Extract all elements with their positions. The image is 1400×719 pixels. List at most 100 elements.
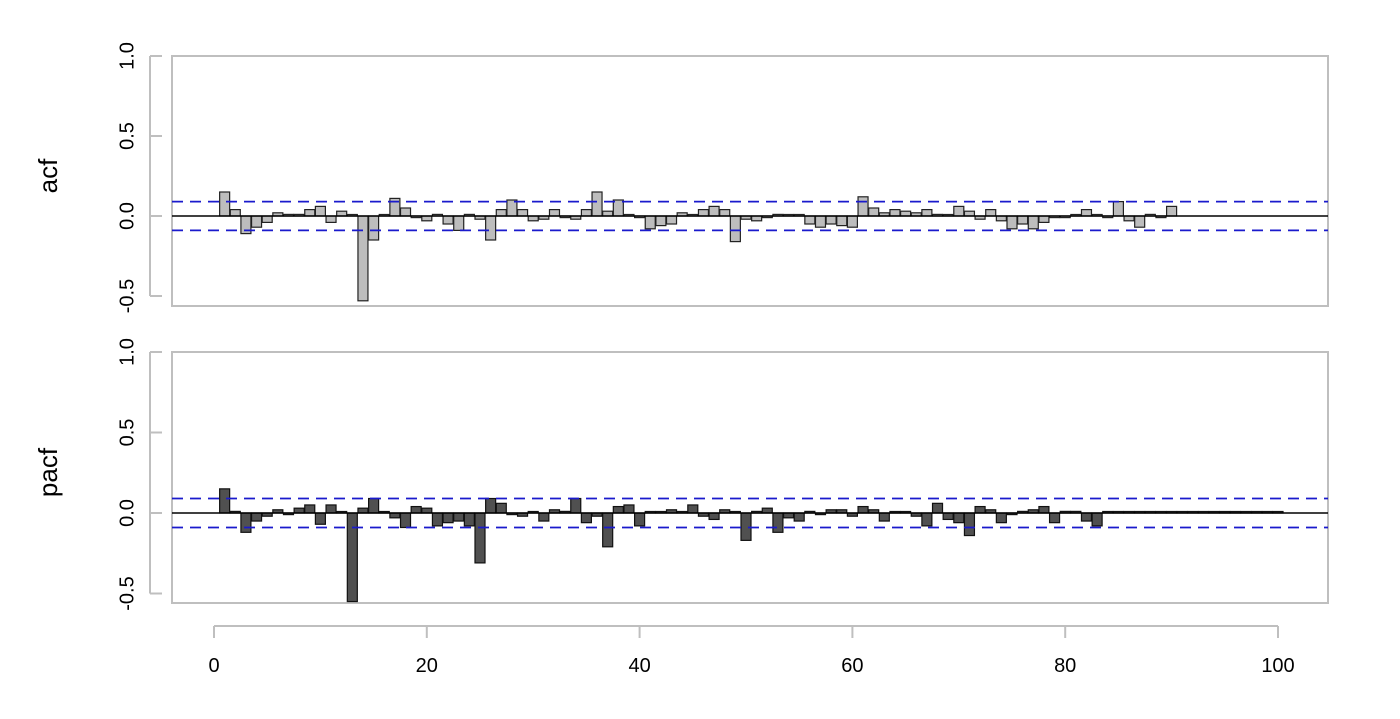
pacf-bar (570, 497, 582, 514)
pacf-bar (931, 502, 944, 514)
acf-bar (836, 215, 848, 227)
acf-bar (655, 215, 667, 227)
y-tick-label: 1.0 (116, 42, 138, 70)
acf-bar (442, 215, 454, 225)
y-tick-label: -0.5 (116, 279, 138, 313)
y-axis-title: acf (33, 158, 63, 193)
acf-bar (985, 209, 997, 217)
x-tick-label: 60 (841, 655, 863, 677)
acf-bar (399, 207, 412, 217)
pacf-bar (474, 512, 486, 564)
acf-bar (1038, 215, 1050, 224)
y-axis-title: pacf (33, 447, 63, 497)
pacf-bar (399, 512, 412, 529)
acf-bar (548, 209, 561, 217)
acf-bar (250, 215, 263, 228)
acf-bar (857, 196, 869, 217)
acf-bar (729, 215, 741, 243)
acf-bar (580, 209, 593, 217)
acf-bar (665, 215, 678, 225)
acf-bar (261, 215, 273, 224)
acf-bar (314, 205, 326, 217)
pacf-bar (495, 502, 507, 514)
pacf-bar (368, 497, 380, 514)
pacf-bar (921, 512, 933, 527)
y-tick-label: -0.5 (116, 576, 138, 610)
pacf-bar (304, 504, 316, 514)
acf-bar (719, 209, 731, 217)
pacf-bar (346, 512, 358, 603)
acf-bar (591, 191, 603, 217)
pacf-panel: -0.5 0.0 0.5 1.0 pacf (33, 338, 1329, 611)
acf-bar (1080, 209, 1093, 217)
acf-bar (357, 215, 369, 302)
acf-bar (516, 209, 529, 217)
pacf-bar (314, 512, 326, 525)
pacf-bar (485, 497, 497, 514)
pacf-bar (708, 512, 720, 521)
acf-bar (644, 215, 656, 230)
acf-bar (1017, 215, 1029, 225)
acf-bar (1006, 215, 1018, 230)
x-tick-label: 40 (628, 655, 650, 677)
pacf-bar (325, 504, 337, 514)
pacf-bar (580, 512, 593, 524)
pacf-bar (878, 512, 890, 522)
pacf-bar (772, 512, 784, 533)
pacf-bar (953, 512, 965, 524)
pacf-bar (995, 512, 1007, 524)
pacf-bar (687, 504, 699, 514)
pacf-bar (453, 512, 465, 522)
x-axis: 0 20 40 60 80 100 (208, 625, 1295, 677)
acf-bar (825, 215, 837, 225)
x-tick-label: 20 (416, 655, 438, 677)
acf-bar (1112, 201, 1125, 217)
acf-bar (889, 209, 901, 217)
pacf-bar (463, 512, 475, 527)
pacf-bar (442, 512, 454, 524)
pacf-bar (602, 512, 614, 548)
pacf-bar (1048, 512, 1061, 524)
plot-frame (171, 351, 1329, 604)
acf-bar (1027, 215, 1039, 230)
pacf-bar (974, 505, 986, 514)
x-tick-label: 100 (1261, 655, 1294, 677)
y-tick-label: 0.5 (116, 419, 138, 447)
y-tick-label: 0.0 (116, 202, 138, 230)
pacf-bar (857, 505, 869, 514)
plot-frame (171, 55, 1329, 307)
acf-bar (229, 209, 241, 217)
acf-bar (804, 215, 816, 225)
acf-bar (219, 191, 231, 217)
y-tick-label: 1.0 (116, 338, 138, 366)
pacf-bar (410, 505, 422, 514)
acf-bar (485, 215, 497, 241)
pacf-bar (623, 504, 635, 514)
acf-bar (846, 215, 859, 228)
pacf-bar (538, 512, 550, 522)
pacf-bar (1038, 505, 1050, 514)
acf-bar (1134, 215, 1146, 228)
y-tick-label: 0.0 (116, 499, 138, 527)
pacf-bar (793, 512, 805, 522)
pacf-bar (942, 512, 954, 521)
acf-bar (868, 207, 880, 217)
pacf-bar (219, 488, 231, 514)
acf-bar (921, 209, 933, 217)
x-tick-label: 0 (208, 655, 219, 677)
acf-bar (368, 215, 380, 241)
pacf-bar (240, 512, 252, 533)
x-tick-label: 80 (1054, 655, 1076, 677)
acf-bar (453, 215, 465, 231)
acf-panel: -0.5 0.0 0.5 1.0 acf (33, 42, 1329, 313)
pacf-bar (612, 505, 624, 514)
acf-bar (814, 215, 827, 228)
acf-bar (325, 215, 337, 224)
pacf-bar (1080, 512, 1093, 522)
acf-bar (304, 209, 316, 217)
acf-bar (1165, 205, 1178, 217)
acf-bar (708, 205, 720, 217)
acf-bar (495, 209, 507, 217)
